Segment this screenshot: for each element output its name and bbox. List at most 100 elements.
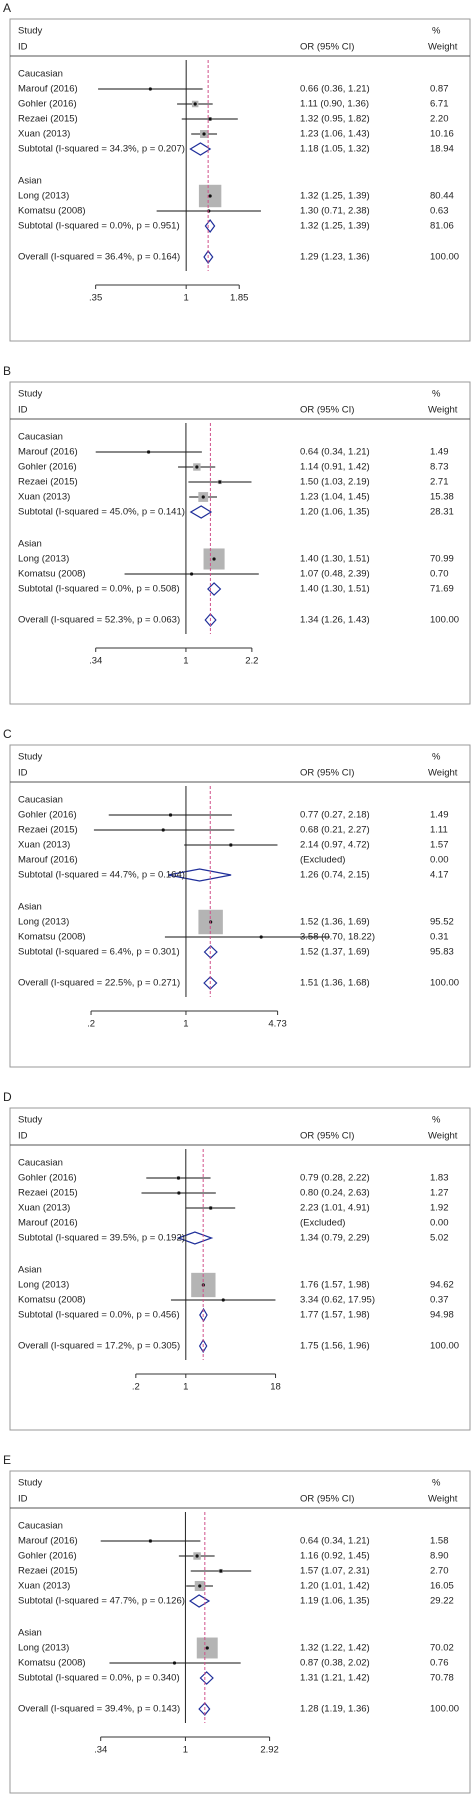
weight-label: 2.70 xyxy=(430,1566,449,1577)
point xyxy=(195,465,199,469)
weight-label: 0.70 xyxy=(430,569,449,580)
header-id: ID xyxy=(18,768,28,779)
header-id: ID xyxy=(18,42,28,53)
point xyxy=(198,1584,202,1588)
weight-label: 100.00 xyxy=(430,252,459,263)
row-label: Xuan (2013) xyxy=(18,129,70,140)
row-label: Overall (I-squared = 52.3%, p = 0.063) xyxy=(18,615,180,626)
effect-label: 1.32 (1.25, 1.39) xyxy=(300,191,370,202)
row-label: Subtotal (I-squared = 34.3%, p = 0.207) xyxy=(18,144,185,155)
effect-label: 1.50 (1.03, 2.19) xyxy=(300,477,370,488)
header-pct: % xyxy=(432,26,441,37)
plot-area xyxy=(95,450,259,627)
x-tick-label: 1 xyxy=(183,1019,188,1030)
x-tick-label: 18 xyxy=(270,1382,281,1393)
effect-label: 1.19 (1.06, 1.35) xyxy=(300,1596,370,1607)
effect-label: 0.79 (0.28, 2.22) xyxy=(300,1173,370,1184)
row-label: Subtotal (I-squared = 44.7%, p = 0.164) xyxy=(18,870,185,881)
forest-panel: C Study ID OR (95% CI)% Weight Caucasian Gohle… xyxy=(3,727,471,1068)
row-label: Subtotal (I-squared = 45.0%, p = 0.141) xyxy=(18,507,185,518)
row-label: Marouf (2016) xyxy=(18,1536,78,1547)
row-label: Long (2013) xyxy=(18,1643,69,1654)
point xyxy=(218,480,222,484)
weight-label: 0.00 xyxy=(430,855,449,866)
panel-letter: A xyxy=(3,1,11,15)
group-label: Asian xyxy=(18,539,42,550)
effect-label: 3.58 (0.70, 18.22) xyxy=(300,932,375,943)
weight-label: 16.05 xyxy=(430,1581,454,1592)
forest-panel: A Study ID OR (95% CI)% Weight Caucasian Marou… xyxy=(3,1,471,342)
group-label: Asian xyxy=(18,1265,42,1276)
header-pct: % xyxy=(432,1478,441,1489)
point xyxy=(212,557,216,561)
point xyxy=(208,117,212,121)
point xyxy=(176,1176,181,1180)
point xyxy=(177,1191,181,1195)
effect-label: 0.66 (0.36, 1.21) xyxy=(300,84,370,95)
row-label: Rezaei (2015) xyxy=(18,1188,78,1199)
weight-label: 2.20 xyxy=(430,114,449,125)
frame xyxy=(9,744,471,1068)
panel-letter: B xyxy=(3,364,11,378)
forest-panel: B Study ID OR (95% CI)% Weight Caucasian Marou… xyxy=(3,364,471,705)
x-tick-label: 2.2 xyxy=(245,656,258,667)
effect-label: 1.32 (1.22, 1.42) xyxy=(300,1643,370,1654)
effect-label: 1.23 (1.04, 1.45) xyxy=(300,492,370,503)
weight-label: 94.98 xyxy=(430,1310,454,1321)
point xyxy=(168,813,173,817)
weight-label: 15.38 xyxy=(430,492,454,503)
effect-label: 2.23 (1.01, 4.91) xyxy=(300,1203,370,1214)
point xyxy=(147,450,151,454)
effect-label: 0.64 (0.34, 1.21) xyxy=(300,447,370,458)
plot-area xyxy=(100,1539,252,1716)
effect-label: 0.68 (0.21, 2.27) xyxy=(300,825,370,836)
weight-label: 28.31 xyxy=(430,507,454,518)
header-study: Study xyxy=(18,26,43,37)
row-label: Rezaei (2015) xyxy=(18,825,78,836)
weight-label: 8.73 xyxy=(430,462,449,473)
forest-panel: E Study ID OR (95% CI)% Weight Caucasian Marou… xyxy=(3,1453,471,1794)
diamond xyxy=(207,582,222,596)
header-study: Study xyxy=(18,1115,43,1126)
point xyxy=(148,87,152,91)
weight-label: 2.71 xyxy=(430,477,449,488)
x-tick-label: 1.85 xyxy=(230,293,249,304)
row-label: Rezaei (2015) xyxy=(18,477,78,488)
header-id: ID xyxy=(18,1494,28,1505)
point xyxy=(219,1569,223,1573)
weight-label: 1.49 xyxy=(430,810,449,821)
row-label: Subtotal (I-squared = 47.7%, p = 0.126) xyxy=(18,1596,185,1607)
diamond xyxy=(189,505,213,519)
weight-label: 1.11 xyxy=(430,825,448,836)
weight-label: 0.31 xyxy=(430,932,449,943)
row-label: Gohler (2016) xyxy=(18,1173,77,1184)
weight-label: 94.62 xyxy=(430,1280,454,1291)
point xyxy=(229,843,233,847)
row-label: Marouf (2016) xyxy=(18,855,78,866)
header-weight: Weight xyxy=(428,768,458,779)
row-label: Gohler (2016) xyxy=(18,462,77,473)
point xyxy=(189,572,194,576)
point xyxy=(208,194,212,198)
effect-label: 1.76 (1.57, 1.98) xyxy=(300,1280,370,1291)
weight-label: 1.49 xyxy=(430,447,449,458)
x-tick-label: .2 xyxy=(132,1382,140,1393)
group-label: Caucasian xyxy=(18,795,63,806)
row-label: Gohler (2016) xyxy=(18,99,77,110)
effect-label: 1.51 (1.36, 1.68) xyxy=(300,978,370,989)
effect-label: 1.75 (1.56, 1.96) xyxy=(300,1341,370,1352)
row-label: Marouf (2016) xyxy=(18,1218,78,1229)
row-label: Gohler (2016) xyxy=(18,1551,77,1562)
effect-label: (Excluded) xyxy=(300,1218,345,1229)
header-id: ID xyxy=(18,1131,28,1142)
weight-label: 10.16 xyxy=(430,129,454,140)
header-weight: Weight xyxy=(428,1494,458,1505)
point xyxy=(172,1661,177,1665)
weight-label: 1.83 xyxy=(430,1173,449,1184)
weight-label: 1.58 xyxy=(430,1536,449,1547)
effect-label: 1.77 (1.57, 1.98) xyxy=(300,1310,370,1321)
x-tick-label: 4.73 xyxy=(268,1019,287,1030)
row-label: Subtotal (I-squared = 0.0%, p = 0.456) xyxy=(18,1310,180,1321)
weight-label: 5.02 xyxy=(430,1233,449,1244)
effect-label: 0.87 (0.38, 2.02) xyxy=(300,1658,370,1669)
